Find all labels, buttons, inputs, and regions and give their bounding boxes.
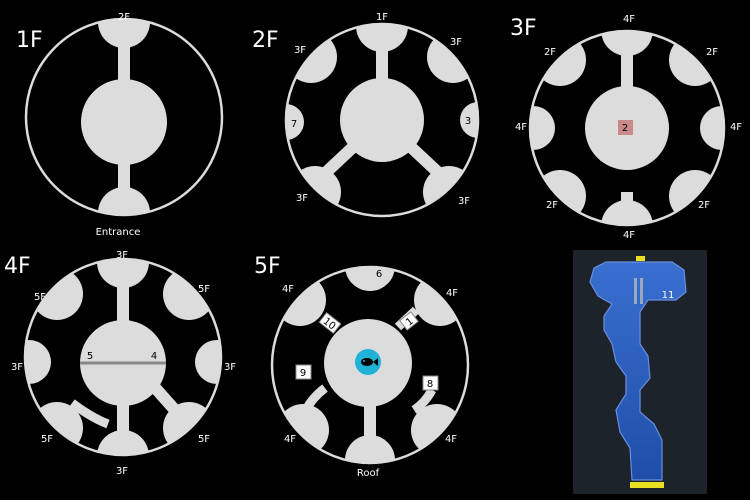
- floor-4f-title: 4F: [4, 254, 31, 279]
- floor-4f-stair-top[interactable]: [97, 236, 149, 288]
- floor-2f-top-label: 1F: [376, 12, 388, 23]
- floor-4f-top-label: 3F: [116, 250, 128, 261]
- floor-2f-room-right[interactable]: [460, 102, 496, 138]
- floor-5f-title: 5F: [254, 254, 281, 279]
- floor-3f-title: 3F: [510, 16, 537, 41]
- floor-3f-right-label: 4F: [730, 122, 742, 133]
- floor-3f-stair-upper-right[interactable]: [669, 34, 721, 86]
- fish-icon: [361, 358, 378, 366]
- floor-5f-roof-room[interactable]: [345, 435, 395, 485]
- floor-4f-left-label: 3F: [11, 362, 23, 373]
- floor-3f-bottom-label: 4F: [623, 230, 635, 241]
- floor-5f-stair-lower-left[interactable]: [277, 404, 329, 456]
- minimap-exit-top: [636, 256, 645, 261]
- floor-4f-right-label: 3F: [224, 362, 236, 373]
- floor-4f-lower-left-label: 5F: [41, 434, 53, 445]
- floor-4f-map: 5 4 4F 3F 5F 5F 3F 3F 5F 5F 3F: [4, 236, 239, 482]
- floor-3f-lower-right-label: 2F: [698, 200, 710, 211]
- floor-3f-left-label: 4F: [515, 122, 527, 133]
- floor-2f-title: 2F: [252, 28, 279, 53]
- floor-3f-stair-lower-left[interactable]: [534, 170, 586, 222]
- minimap-panel: 11: [573, 250, 707, 494]
- floor-3f-upper-left-label: 2F: [544, 47, 556, 58]
- floor-5f-upper-left-label: 4F: [282, 284, 294, 295]
- floor-3f-map: 2 3F 4F 2F 2F 4F 4F 2F 2F 4F: [510, 4, 744, 252]
- floor-4f-stair-lower-right[interactable]: [163, 402, 215, 454]
- floor-4f-upper-left-label: 5F: [34, 292, 46, 303]
- floor-3f-stair-left[interactable]: [511, 106, 555, 150]
- floor-5f-room-6-label: 6: [376, 269, 382, 280]
- floor-2f-stair-top[interactable]: [356, 0, 408, 52]
- floor-5f-upper-right-label: 4F: [446, 288, 458, 299]
- floor-2f-upper-right-label: 3F: [450, 37, 462, 48]
- floor-2f-central-room[interactable]: [340, 78, 424, 162]
- floor-3f-stair-lower-right[interactable]: [669, 170, 721, 222]
- floor-3f-upper-right-label: 2F: [706, 47, 718, 58]
- floor-4f-bottom-label: 3F: [116, 466, 128, 477]
- floor-3f-stair-right[interactable]: [700, 106, 744, 150]
- floor-2f-stair-lower-left[interactable]: [289, 166, 341, 218]
- floor-5f-lower-right-label: 4F: [445, 434, 457, 445]
- floor-2f-upper-left-label: 3F: [294, 45, 306, 56]
- floor-4f-stair-right[interactable]: [195, 340, 239, 384]
- floor-3f-stair-bottom[interactable]: [601, 200, 653, 252]
- floor-1f-map: 1F 2F Entrance: [16, 0, 224, 239]
- floor-4f-stair-lower-left[interactable]: [31, 402, 83, 454]
- floor-3f-stair-upper-left[interactable]: [534, 34, 586, 86]
- floor-4f-upper-right-label: 5F: [198, 284, 210, 295]
- floor-1f-entrance-room[interactable]: [98, 187, 150, 239]
- floor-3f-center-marker[interactable]: [618, 120, 633, 135]
- floor-4f-stair-bottom[interactable]: [97, 430, 149, 482]
- floor-2f-room-left[interactable]: [268, 104, 304, 140]
- floor-1f-top-label: 2F: [118, 12, 130, 23]
- floor-1f-title: 1F: [16, 28, 43, 53]
- minimap-corridor: [589, 261, 687, 481]
- floor-2f-left-label: 7: [291, 119, 297, 130]
- floor-1f-stair-up[interactable]: [98, 0, 150, 48]
- floor-5f-stair-lower-right[interactable]: [411, 404, 463, 456]
- floor-5f-room-top[interactable]: [345, 241, 395, 291]
- floor-2f-lower-left-label: 3F: [296, 193, 308, 204]
- minimap-exit-bottom: [630, 482, 664, 488]
- floor-2f-stair-lower-right[interactable]: [423, 166, 475, 218]
- floor-3f-center-marker-label: 2: [622, 123, 628, 134]
- floor-5f-marker-9: 9: [300, 368, 306, 379]
- floor-4f-marker-4: 4: [151, 351, 157, 362]
- floor-1f-entrance-label: Entrance: [96, 227, 141, 238]
- floor-2f-map: 2F 1F 3F 3F 7 3 3F 3F: [252, 0, 496, 218]
- floor-3f-top-label: 4F: [623, 14, 635, 25]
- floor-5f-lower-left-label: 4F: [284, 434, 296, 445]
- floor-1f-central-room[interactable]: [81, 79, 167, 165]
- minimap-label-11: 11: [662, 290, 675, 301]
- floor-3f-stair-top[interactable]: [601, 4, 653, 56]
- floor-2f-right-label: 3: [465, 116, 471, 127]
- floor-5f-map: 10 1 9 8 6 5F 4F 4F 4F 4F Roof: [254, 241, 470, 485]
- floor-4f-stair-left[interactable]: [7, 340, 51, 384]
- floor-4f-marker-5: 5: [87, 351, 93, 362]
- floor-4f-lower-right-label: 5F: [198, 434, 210, 445]
- floor-5f-roof-label: Roof: [357, 468, 380, 479]
- floor-3f-lower-left-label: 2F: [546, 200, 558, 211]
- floor-5f-marker-8: 8: [427, 379, 433, 390]
- floor-5f-marker-1: 1: [404, 316, 416, 329]
- floor-2f-lower-right-label: 3F: [458, 196, 470, 207]
